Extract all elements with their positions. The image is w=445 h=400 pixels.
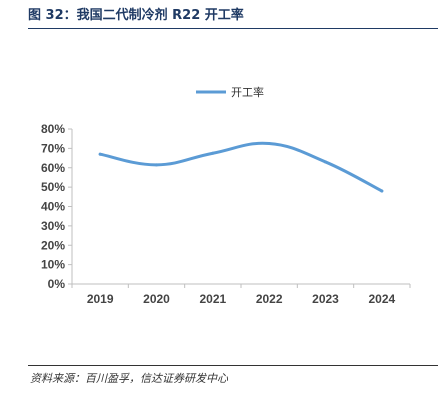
plot-area xyxy=(98,141,384,193)
y-tick-label: 0% xyxy=(48,277,66,291)
x-axis: 2019 2020 2021 2022 2023 2024 xyxy=(71,283,411,306)
x-tick-label: 2023 xyxy=(312,292,339,306)
x-tick-label: 2021 xyxy=(199,292,226,306)
data-point-2019 xyxy=(98,152,102,156)
figure-title: 图 32：我国二代制冷剂 R22 开工率 xyxy=(28,8,244,23)
y-tick-label: 50% xyxy=(41,180,65,194)
source-divider xyxy=(28,365,438,366)
y-tick-label: 40% xyxy=(41,200,65,214)
data-point-2022 xyxy=(267,142,271,146)
y-tick-label: 10% xyxy=(41,258,65,272)
y-tick-label: 80% xyxy=(41,122,65,136)
data-point-2023 xyxy=(324,160,327,164)
y-tick-label: 20% xyxy=(41,238,65,252)
legend-label: 开工率 xyxy=(231,85,264,99)
title-divider xyxy=(28,28,438,29)
chart-legend: 开工率 xyxy=(196,85,264,99)
y-tick-label: 70% xyxy=(41,141,65,155)
y-tick-label: 30% xyxy=(41,219,65,233)
y-tick-label: 60% xyxy=(41,161,65,175)
data-point-2020 xyxy=(155,163,158,167)
source-note: 资料来源：百川盈孚，信达证券研发中心 xyxy=(30,372,228,385)
x-tick-label: 2020 xyxy=(143,292,170,306)
data-point-2021 xyxy=(211,151,215,155)
data-point-2024 xyxy=(380,189,384,193)
y-axis: 0% 10% 20% 30% 40% 50% 60% 70% 80% xyxy=(41,122,73,291)
x-tick-label: 2022 xyxy=(256,292,283,306)
series-line-kaigonglv xyxy=(98,141,384,193)
x-tick-label: 2024 xyxy=(368,292,395,306)
x-tick-label: 2019 xyxy=(87,292,114,306)
